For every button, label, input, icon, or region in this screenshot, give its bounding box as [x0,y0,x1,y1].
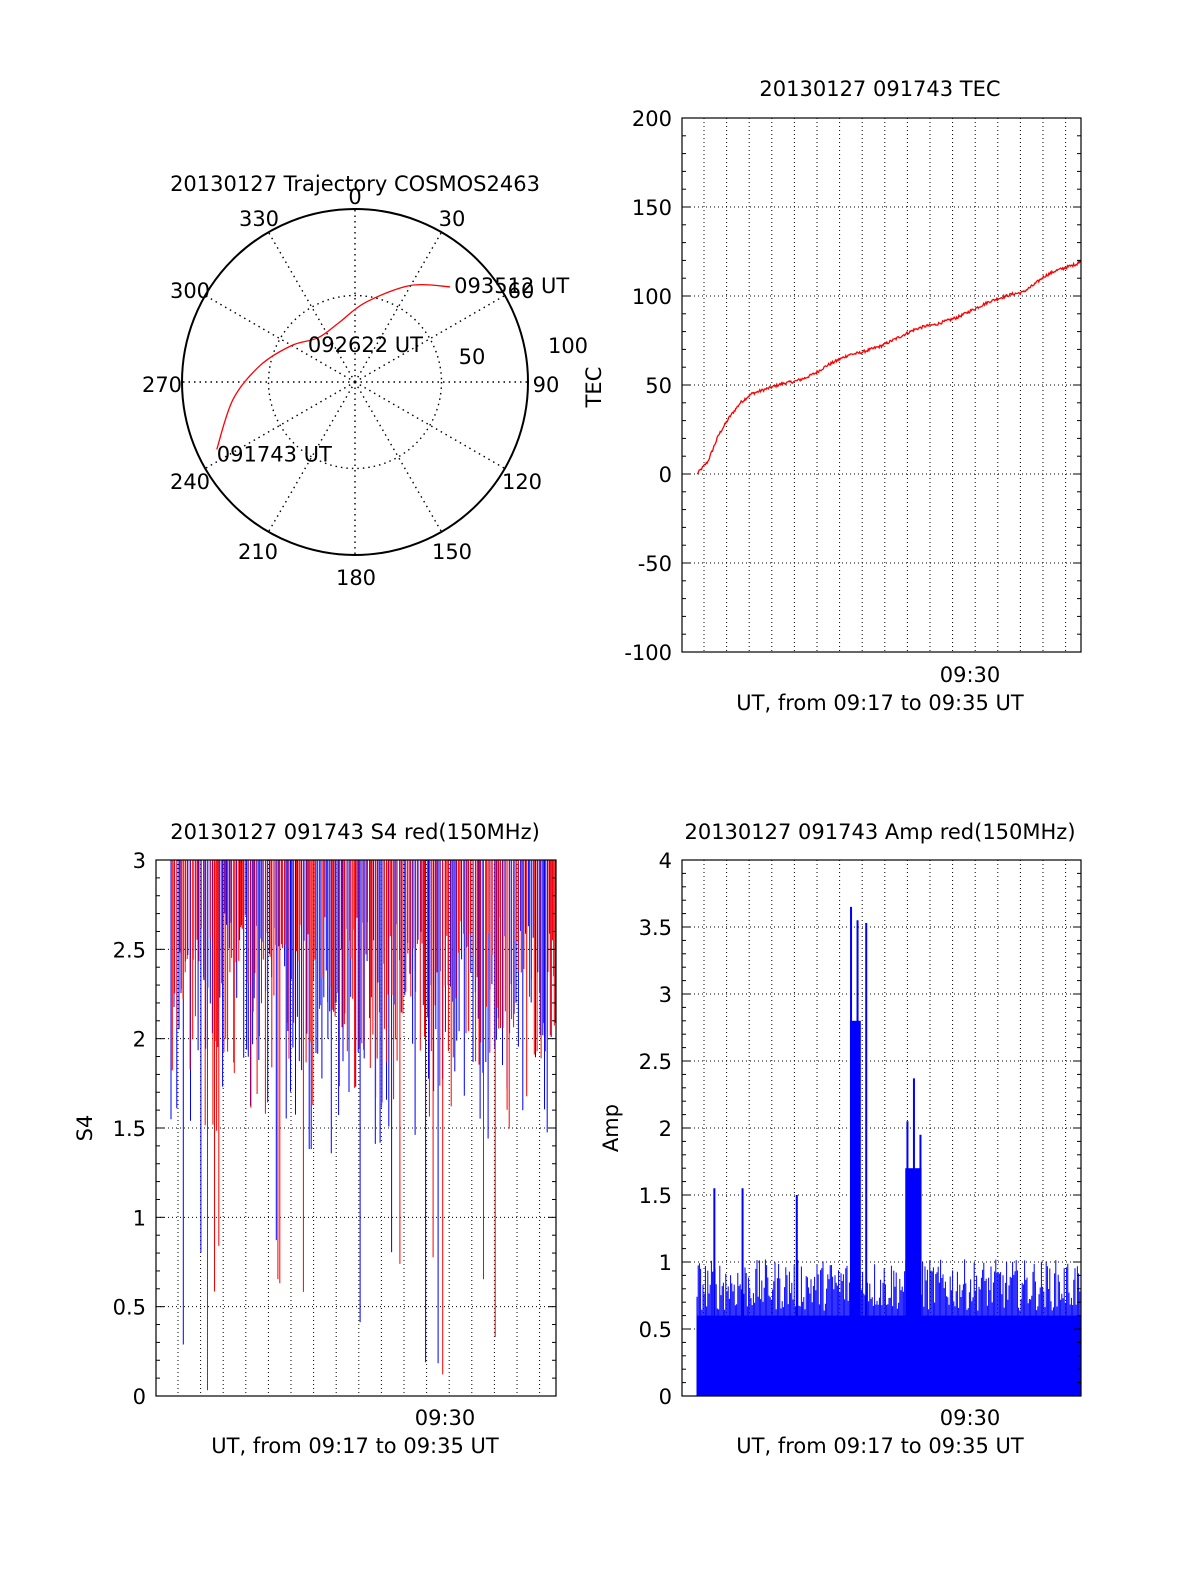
polar-spoke [204,381,356,470]
azimuth-label: 120 [502,470,542,494]
azimuth-label: 180 [336,566,376,590]
amp-peak-cluster [905,1168,922,1396]
y-tick-label: 150 [632,196,672,220]
s4-axes: 3 2.5 2 1.5 1 0.5 0 [113,849,557,1409]
azimuth-label: 240 [170,470,210,494]
s4-chart-title: 20130127 091743 S4 red(150MHz) [170,820,540,844]
azimuth-label: 0 [348,185,361,209]
azimuth-label: 30 [439,207,466,231]
s4-xtick-label: 09:30 [415,1406,476,1430]
y-tick-label: 1.5 [639,1184,672,1208]
amp-chart-title: 20130127 091743 Amp red(150MHz) [684,820,1075,844]
azimuth-label: 330 [239,207,279,231]
azimuth-label: 270 [142,373,182,397]
tec-xlabel: UT, from 09:17 to 09:35 UT [736,691,1024,715]
y-tick-label: 2.5 [639,1050,672,1074]
amp-peak-cluster [849,1020,861,1396]
polar-inner-circle [267,294,443,470]
trajectory-time-label: 092622 UT [308,333,423,357]
y-tick-label: 1 [659,1251,672,1275]
y-tick-label: 2 [659,1117,672,1141]
s4-series-line [171,860,555,1391]
polar-spoke [354,381,443,533]
azimuth-label: 300 [170,279,210,303]
s4-chart: 20130127 091743 S4 red(150MHz) 3 2.5 2 1.5 1… [73,820,557,1458]
tec-xtick-label: 09:30 [940,663,1001,687]
azimuth-label: 60 [508,279,535,303]
polar-spoke [267,381,356,533]
polar-outer-circle [181,208,529,556]
azimuth-label: 90 [533,373,560,397]
y-tick-label: 3 [133,849,146,873]
polar-spoke [354,294,506,383]
polar-spoke [354,381,506,470]
y-tick-label: 4 [659,849,672,873]
y-tick-label: 1.5 [113,1117,146,1141]
trajectory-time-label: 091743 UT [217,442,332,466]
tec-ylabel: TEC [582,367,606,409]
y-tick-label: 0 [659,1385,672,1409]
tec-series [696,260,1082,475]
y-tick-label: 1 [133,1206,146,1230]
y-tick-label: 0 [659,463,672,487]
amp-xtick-label: 09:30 [940,1406,1001,1430]
plot-frame [681,859,1082,1397]
y-tick-label: 2 [133,1028,146,1052]
azimuth-label: 150 [432,540,472,564]
amp-axes: 4 3.5 3 2.5 2 1.5 1 0.5 0 [639,849,1082,1409]
y-tick-label: 100 [632,285,672,309]
radius-label: 100 [548,334,588,358]
plot-frame [681,117,1082,653]
polar-trajectory-chart: 20130127 Trajectory COSMOS2463 091743 UT… [142,172,588,590]
amp-chart: 20130127 091743 Amp red(150MHz) 4 3.5 3 2.5… [599,820,1082,1458]
y-tick-label: -50 [638,552,672,576]
trajectory-path [216,283,451,450]
tec-axes: 200 150 100 50 0 -50 -100 [624,107,1082,665]
polar-spoke [267,231,356,383]
tec-grid [682,118,1081,652]
trajectory-time-label: 093512 UT [454,274,569,298]
azimuth-label: 210 [238,540,278,564]
radius-label: 50 [459,345,486,369]
plot-frame [155,859,557,1397]
y-tick-label: -100 [624,641,672,665]
amp-ylabel: Amp [599,1104,623,1152]
trajectory-line: 091743 UT 092622 UT 093512 UT [216,274,569,466]
y-tick-label: 0.5 [639,1318,672,1342]
polar-grid [181,208,529,556]
y-tick-label: 3.5 [639,916,672,940]
amp-xlabel: UT, from 09:17 to 09:35 UT [736,1434,1024,1458]
polar-spoke [204,294,356,383]
y-tick-label: 3 [659,983,672,1007]
polar-spoke [354,231,443,383]
s4-ylabel: S4 [73,1115,97,1142]
y-tick-label: 0.5 [113,1296,146,1320]
y-tick-label: 50 [645,374,672,398]
tec-chart-title: 20130127 091743 TEC [759,77,1000,101]
y-tick-label: 200 [632,107,672,131]
tec-line [696,260,1082,475]
polar-labels: 0 30 60 90 120 150 180 210 240 270 300 330 50 100 [142,185,588,590]
y-tick-label: 2.5 [113,938,146,962]
polar-chart-title: 20130127 Trajectory COSMOS2463 [170,172,540,196]
y-tick-label: 0 [133,1385,146,1409]
tec-chart: 20130127 091743 TEC 200150100500-50-100 … [582,77,1082,715]
amp-series [696,906,1081,1396]
s4-xlabel: UT, from 09:17 to 09:35 UT [211,1434,499,1458]
s4-series [170,860,556,1391]
